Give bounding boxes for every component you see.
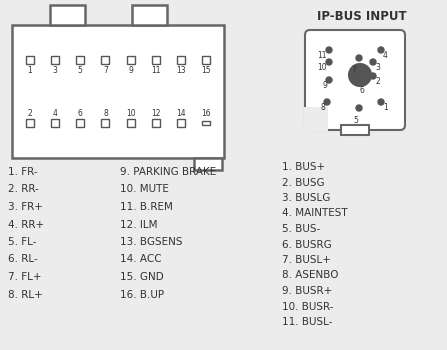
Text: 1: 1	[28, 66, 32, 75]
Bar	[341, 125, 369, 135]
Text: 11: 11	[151, 66, 160, 75]
Bar	[50, 5, 85, 25]
Text: 16. B.UP: 16. B.UP	[120, 289, 164, 300]
Circle shape	[326, 77, 332, 83]
Text: 7. BUSL+: 7. BUSL+	[282, 255, 331, 265]
Text: 1. BUS+: 1. BUS+	[282, 162, 325, 172]
Text: 8. ASENBO: 8. ASENBO	[282, 271, 338, 280]
Text: 7: 7	[103, 66, 108, 75]
Circle shape	[326, 47, 332, 53]
Bar	[152, 56, 160, 64]
Bar	[51, 56, 59, 64]
Text: 3: 3	[53, 66, 58, 75]
Bar	[132, 5, 167, 25]
Bar	[101, 56, 110, 64]
Text: 6: 6	[78, 109, 83, 118]
Bar	[177, 119, 185, 127]
Bar	[308, 109, 326, 127]
Bar	[127, 119, 135, 127]
Text: 14. ACC: 14. ACC	[120, 254, 162, 265]
Bar	[51, 119, 59, 127]
Text: 15. GND: 15. GND	[120, 272, 164, 282]
Circle shape	[370, 59, 376, 65]
Text: 11: 11	[317, 51, 327, 60]
Text: 5: 5	[353, 116, 358, 125]
Text: 12: 12	[151, 109, 160, 118]
Text: 3: 3	[375, 63, 380, 72]
Text: 2: 2	[28, 109, 32, 118]
Bar	[202, 56, 210, 64]
Text: 4: 4	[383, 51, 388, 60]
Text: 8: 8	[320, 103, 325, 112]
Text: IP-BUS INPUT: IP-BUS INPUT	[317, 10, 407, 23]
Text: 2. RR-: 2. RR-	[8, 184, 39, 195]
Text: 5. BUS-: 5. BUS-	[282, 224, 320, 234]
Text: 9: 9	[128, 66, 133, 75]
Circle shape	[354, 75, 360, 81]
Text: 2. BUSG: 2. BUSG	[282, 177, 325, 188]
Text: 7. FL+: 7. FL+	[8, 272, 42, 282]
Text: 11. BUSL-: 11. BUSL-	[282, 317, 333, 327]
Bar	[101, 119, 110, 127]
Text: 4: 4	[53, 109, 58, 118]
Circle shape	[349, 64, 371, 86]
Text: 9. PARKING BRAKE: 9. PARKING BRAKE	[120, 167, 216, 177]
Text: 4. MAINTEST: 4. MAINTEST	[282, 209, 348, 218]
Text: 6. RL-: 6. RL-	[8, 254, 38, 265]
Text: 11. B.REM: 11. B.REM	[120, 202, 173, 212]
Text: 4. RR+: 4. RR+	[8, 219, 44, 230]
Bar	[76, 56, 84, 64]
Text: 14: 14	[176, 109, 186, 118]
Circle shape	[326, 59, 332, 65]
Circle shape	[370, 73, 376, 79]
Text: 8. RL+: 8. RL+	[8, 289, 43, 300]
Bar	[304, 107, 328, 131]
Text: 12. ILM: 12. ILM	[120, 219, 157, 230]
Circle shape	[324, 99, 330, 105]
Text: 3. FR+: 3. FR+	[8, 202, 43, 212]
Text: 8: 8	[103, 109, 108, 118]
Text: 5: 5	[78, 66, 83, 75]
Text: 9: 9	[322, 81, 327, 90]
Text: 13: 13	[176, 66, 186, 75]
Bar	[12, 25, 224, 158]
Text: 10. BUSR-: 10. BUSR-	[282, 301, 333, 312]
Text: 15: 15	[201, 66, 211, 75]
Bar	[26, 119, 34, 127]
Text: 3. BUSLG: 3. BUSLG	[282, 193, 330, 203]
Bar	[194, 158, 222, 170]
Circle shape	[356, 55, 362, 61]
Bar	[76, 119, 84, 127]
Bar	[202, 121, 210, 125]
Bar	[152, 119, 160, 127]
Circle shape	[378, 99, 384, 105]
Text: 9. BUSR+: 9. BUSR+	[282, 286, 332, 296]
Text: 1: 1	[383, 103, 388, 112]
Circle shape	[356, 105, 362, 111]
Text: 5. FL-: 5. FL-	[8, 237, 37, 247]
Bar	[26, 56, 34, 64]
Text: 2: 2	[375, 77, 380, 86]
Text: 13. BGSENS: 13. BGSENS	[120, 237, 182, 247]
Text: 6. BUSRG: 6. BUSRG	[282, 239, 332, 250]
Bar	[127, 56, 135, 64]
FancyBboxPatch shape	[305, 30, 405, 130]
Text: 10. MUTE: 10. MUTE	[120, 184, 169, 195]
Text: 16: 16	[201, 109, 211, 118]
Bar	[177, 56, 185, 64]
Text: 10: 10	[317, 63, 327, 72]
Text: 7: 7	[351, 66, 356, 75]
Text: 1. FR-: 1. FR-	[8, 167, 38, 177]
Text: 10: 10	[126, 109, 135, 118]
Circle shape	[378, 47, 384, 53]
Text: 6: 6	[359, 86, 364, 95]
